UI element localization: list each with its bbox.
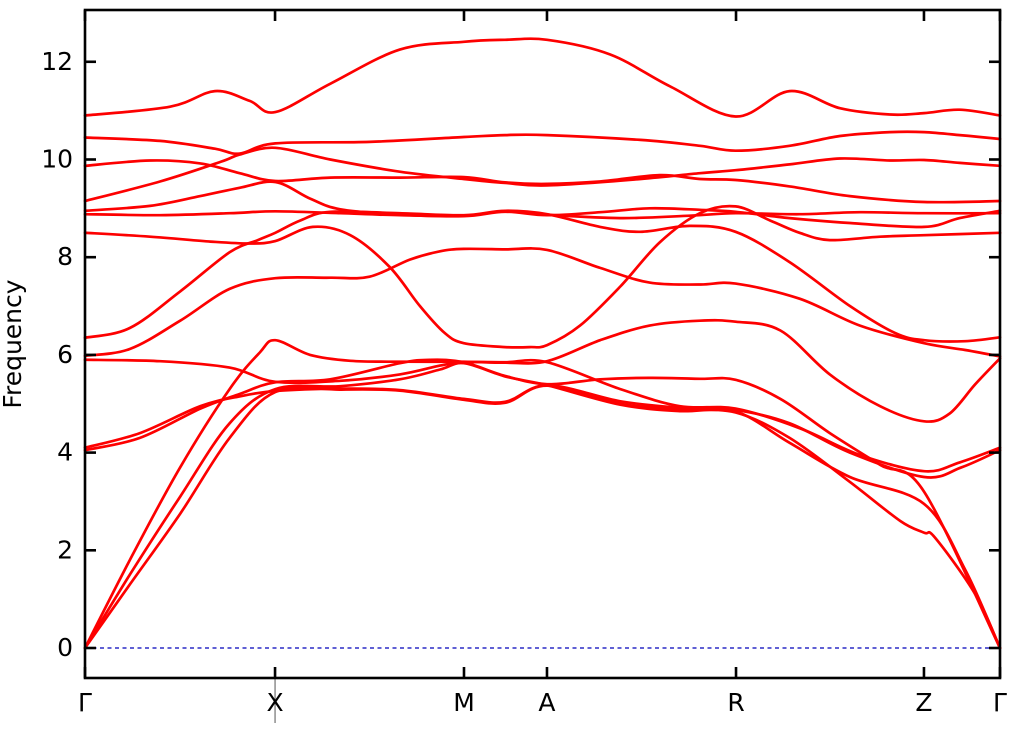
x-tick-label-2: M: [453, 688, 475, 717]
x-tick-label-0: Γ: [78, 688, 92, 717]
band-2-curve: [83, 361, 1002, 650]
y-tick-label-12: 12: [41, 47, 73, 76]
band-7-curve: [83, 247, 1002, 358]
band-8-curve: [83, 209, 1002, 343]
band-13-curve: [83, 146, 1002, 203]
band-15-curve: [83, 37, 1002, 118]
band-12-curve: [83, 159, 1002, 204]
y-axis-label: Frequency: [0, 279, 27, 409]
band-11-curve: [83, 180, 1002, 229]
y-tick-label-0: 0: [57, 633, 73, 662]
band-6-curve: [83, 358, 1002, 473]
y-tick-label-10: 10: [41, 144, 73, 173]
y-tick-label-2: 2: [57, 535, 73, 564]
x-tick-label-5: Z: [915, 688, 932, 717]
x-tick-label-3: A: [538, 688, 555, 717]
band-4-curve: [83, 358, 1002, 650]
band-9-curve: [83, 204, 1002, 349]
x-tick-label-6: Γ: [993, 688, 1007, 717]
y-tick-label-8: 8: [57, 242, 73, 271]
band-5-curve: [83, 383, 1002, 479]
x-tick-label-1: X: [266, 688, 283, 717]
axes-frame: [83, 8, 1002, 680]
band-3-curve: [83, 318, 1002, 650]
x-tick-label-4: R: [727, 688, 744, 717]
band-14-curve: [83, 130, 1002, 156]
y-tick-label-6: 6: [57, 340, 73, 369]
band-1-curve: [83, 384, 1002, 650]
y-tick-label-4: 4: [57, 438, 73, 467]
